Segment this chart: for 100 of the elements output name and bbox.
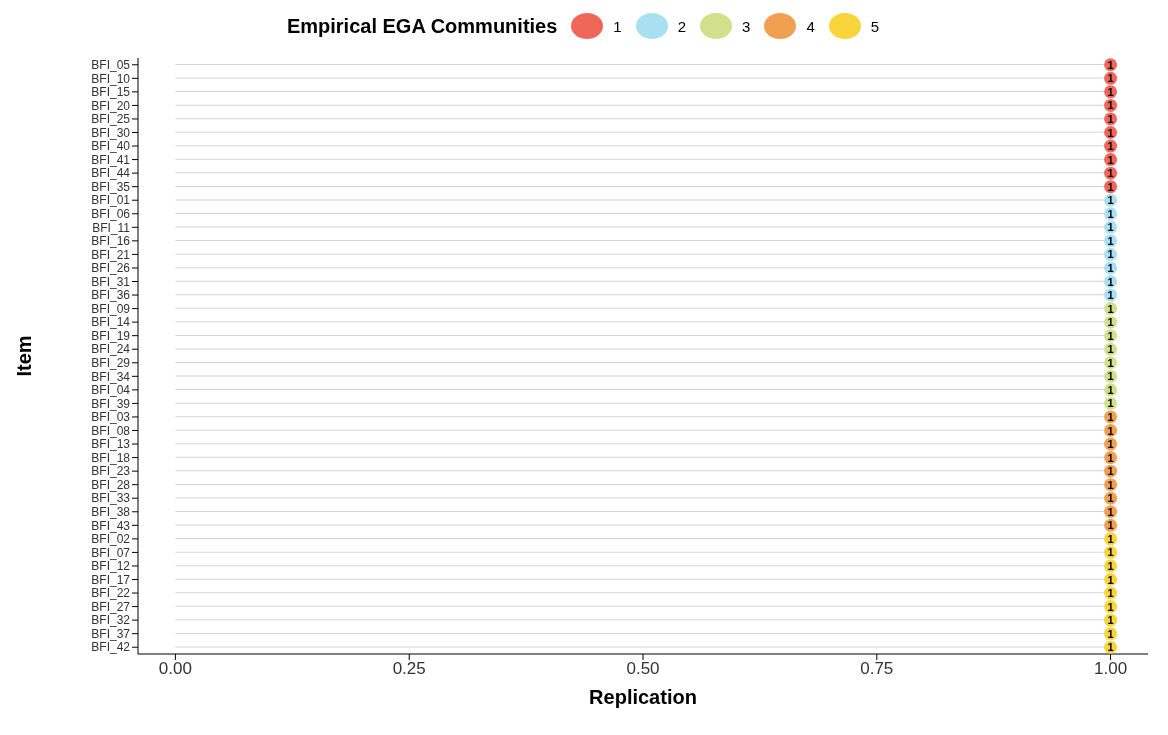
y-tick-label: BFI_36 [91,288,131,303]
data-label: 1 [1107,451,1114,464]
y-tick-label: BFI_18 [91,450,131,465]
y-tick-label: BFI_34 [91,369,131,384]
data-label: 1 [1107,410,1114,423]
y-tick-label: BFI_21 [91,247,131,262]
y-tick-label: BFI_04 [91,383,131,398]
y-tick-label: BFI_15 [91,85,131,100]
data-label: 1 [1107,492,1114,505]
data-label: 1 [1107,438,1114,451]
data-label: 1 [1107,573,1114,586]
data-label: 1 [1107,356,1114,369]
data-label: 1 [1107,424,1114,437]
data-label: 1 [1107,546,1114,559]
data-label: 1 [1107,180,1114,193]
data-label: 1 [1107,478,1114,491]
data-label: 1 [1107,261,1114,274]
y-tick-label: BFI_40 [91,139,131,154]
data-label: 1 [1107,505,1114,518]
legend-label: 5 [870,17,880,35]
legend-label: 2 [677,17,687,35]
y-tick-label: BFI_26 [91,261,131,276]
y-tick-label: BFI_41 [91,152,131,167]
y-tick-label: BFI_28 [91,477,131,492]
data-label: 1 [1107,153,1114,166]
y-tick-label: BFI_05 [91,58,131,73]
data-label: 1 [1107,167,1114,180]
y-tick-label: BFI_39 [91,396,131,411]
data-label: 1 [1107,302,1114,315]
data-label: 1 [1107,465,1114,478]
data-label: 1 [1107,289,1114,302]
x-axis-title: Replication [589,686,697,708]
legend-label: 4 [806,17,815,35]
y-tick-label: BFI_13 [91,437,131,452]
data-label: 1 [1107,383,1114,396]
data-label: 1 [1107,641,1114,654]
data-label: 1 [1107,85,1114,98]
data-label: 1 [1107,58,1114,71]
y-tick-label: BFI_33 [91,491,131,506]
y-tick-label: BFI_08 [91,423,131,438]
data-label: 1 [1107,627,1114,640]
y-tick-label: BFI_02 [91,532,131,547]
x-tick-label: 0.50 [626,659,660,679]
data-label: 1 [1107,343,1114,356]
y-tick-label: BFI_32 [91,613,131,628]
data-label: 1 [1107,329,1114,342]
y-tick-label: BFI_24 [91,342,131,357]
data-label: 1 [1107,559,1114,572]
data-label: 1 [1107,587,1114,600]
data-label: 1 [1107,316,1114,329]
y-tick-label: BFI_22 [91,586,131,601]
data-label: 1 [1107,112,1114,125]
data-label: 1 [1107,207,1114,220]
y-tick-label: BFI_03 [91,410,131,425]
y-tick-label: BFI_09 [91,301,131,316]
data-label: 1 [1107,614,1114,627]
y-tick-label: BFI_44 [91,166,131,181]
legend-label: 3 [742,17,751,35]
y-tick-label: BFI_20 [91,98,131,113]
data-label: 1 [1107,370,1114,383]
x-tick-label: 0.25 [392,659,426,679]
data-label: 1 [1107,99,1114,112]
data-label: 1 [1107,275,1114,288]
x-tick-label: 0.00 [158,659,192,679]
y-axis-title: Item [13,335,36,377]
data-label: 1 [1107,221,1114,234]
y-tick-label: BFI_06 [91,207,131,222]
x-tick-label: 0.75 [860,659,894,679]
data-label: 1 [1107,519,1114,532]
y-tick-label: BFI_35 [91,179,131,194]
y-tick-label: BFI_27 [91,599,131,614]
y-tick-label: BFI_19 [91,328,131,343]
x-tick-label: 1.00 [1094,659,1128,679]
y-tick-label: BFI_07 [91,545,131,560]
y-tick-label: BFI_14 [91,315,131,330]
data-label: 1 [1107,248,1114,261]
data-label: 1 [1107,194,1114,207]
y-tick-label: BFI_38 [91,505,131,520]
data-label: 1 [1107,72,1114,85]
data-label: 1 [1107,397,1114,410]
y-tick-label: BFI_11 [92,220,131,235]
y-tick-label: BFI_17 [91,572,131,587]
data-label: 1 [1107,126,1114,139]
y-tick-label: BFI_01 [91,193,131,208]
y-tick-label: BFI_31 [91,274,131,289]
y-tick-label: BFI_25 [91,112,131,127]
y-tick-label: BFI_16 [91,234,131,249]
data-label: 1 [1107,234,1114,247]
y-tick-label: BFI_42 [91,640,131,655]
y-tick-label: BFI_30 [91,125,131,140]
data-label: 1 [1107,600,1114,613]
y-tick-label: BFI_37 [91,626,131,641]
legend-title: Empirical EGA Communities [286,14,558,38]
data-label: 1 [1107,532,1114,545]
legend-label: 1 [613,17,622,35]
y-tick-label: BFI_23 [91,464,131,479]
y-tick-label: BFI_12 [91,559,131,574]
y-tick-label: BFI_43 [91,518,131,533]
data-label: 1 [1107,140,1114,153]
y-tick-label: BFI_29 [91,356,131,371]
